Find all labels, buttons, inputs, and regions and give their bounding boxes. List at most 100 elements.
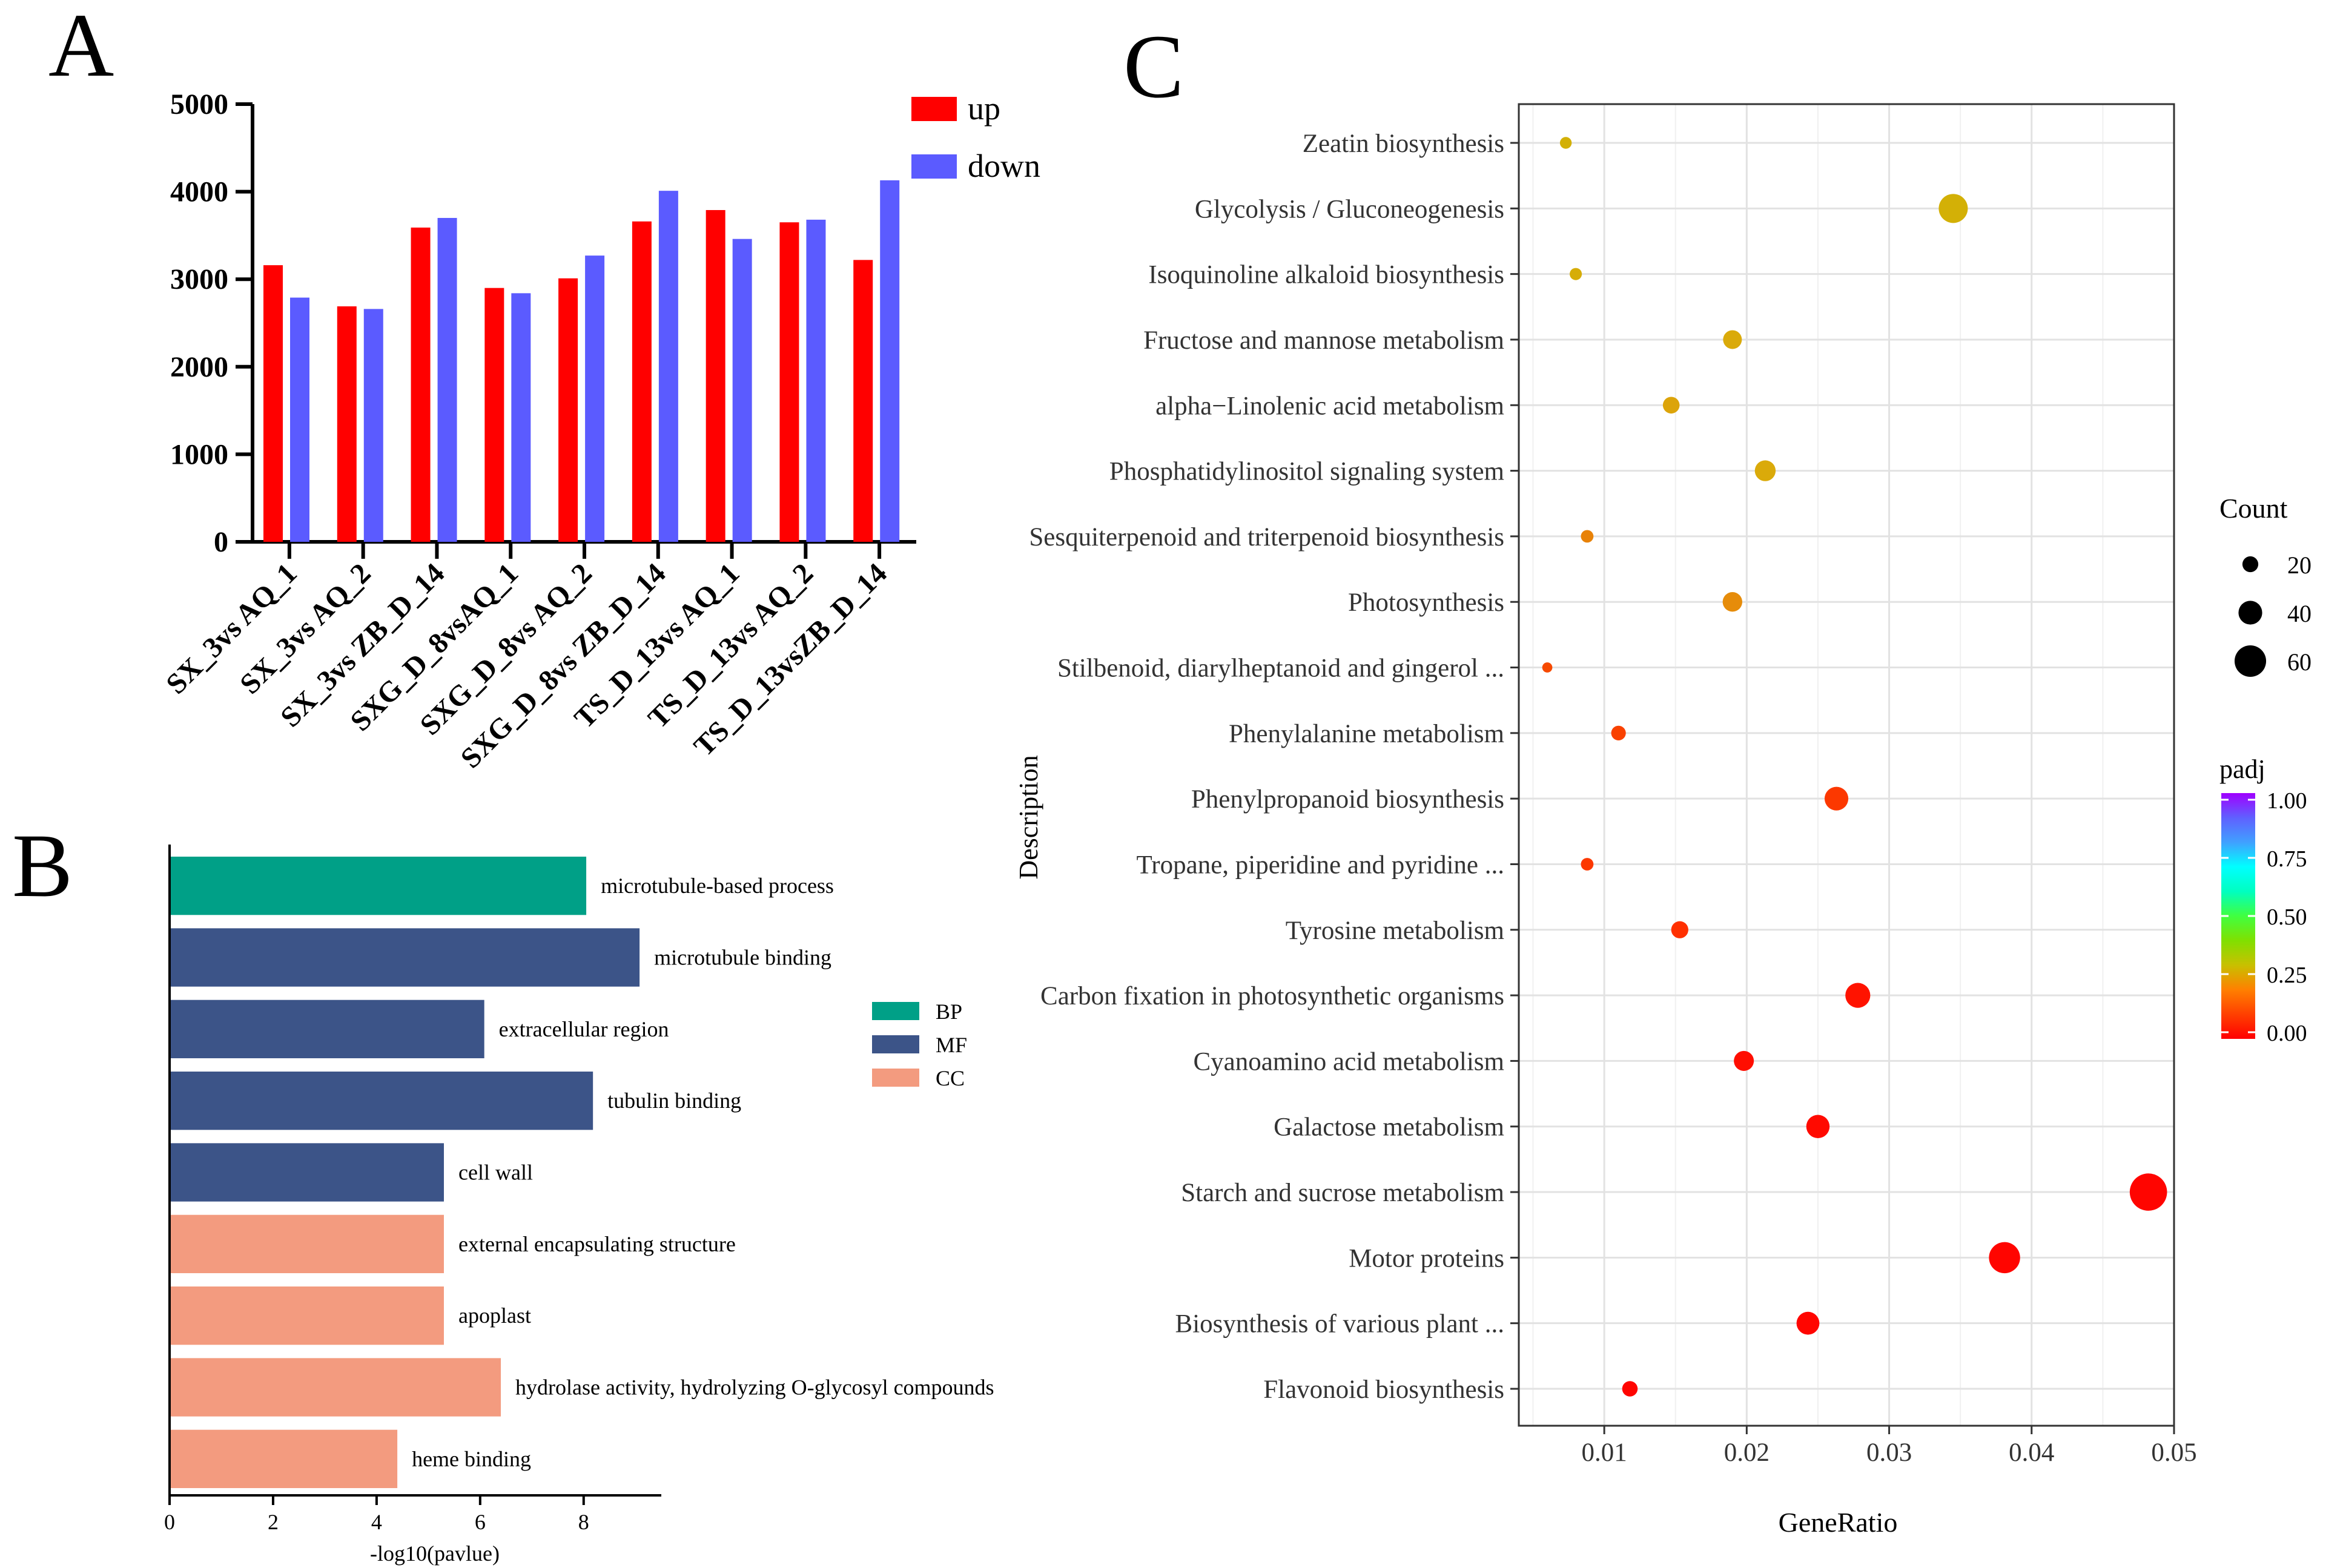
y-tick-label: Photosynthesis <box>1348 588 1504 617</box>
count-legend-label: 20 <box>2287 552 2312 579</box>
y-tick-label: Phenylalanine metabolism <box>1229 720 1504 748</box>
legend-swatch-down <box>911 154 957 179</box>
point <box>1722 592 1743 612</box>
plot-border <box>1518 103 2175 1427</box>
y-tick-label: Flavonoid biosynthesis <box>1263 1375 1504 1404</box>
panel-a-legend: up down <box>911 90 1040 184</box>
point <box>1611 725 1626 740</box>
x-tick-label: 0.04 <box>2009 1438 2054 1467</box>
panel-a: A 0 1000 2000 3000 4000 5000 SX_3vs AQ_1SX_3v… <box>48 0 1040 774</box>
y-tick-label: 3000 <box>170 263 228 295</box>
bar-up <box>484 288 504 542</box>
panel-c-points <box>1542 137 2167 1397</box>
term-bar <box>170 1143 444 1202</box>
y-tick-label: Motor proteins <box>1349 1244 1504 1273</box>
point <box>2129 1173 2167 1211</box>
point <box>1989 1242 2020 1274</box>
point <box>1581 858 1594 871</box>
x-tick-label: 2 <box>268 1510 279 1534</box>
bar-up <box>337 306 357 542</box>
term-label: hydrolase activity, hydrolyzing O-glycos… <box>515 1375 994 1400</box>
y-tick-label: 2000 <box>170 351 228 383</box>
bar-down <box>363 309 383 542</box>
panel-a-axes: 0 1000 2000 3000 4000 5000 <box>170 88 916 559</box>
point <box>1734 1050 1754 1071</box>
term-label: external encapsulating structure <box>458 1232 736 1256</box>
legend-label-bp: BP <box>936 1000 962 1024</box>
bar-up <box>632 221 652 542</box>
y-tick-label: 0 <box>214 526 228 558</box>
panel-c-count-legend: Count 20 40 60 <box>2219 493 2312 677</box>
term-label: cell wall <box>458 1161 533 1185</box>
y-tick-label: Starch and sucrose metabolism <box>1181 1179 1504 1207</box>
bar-down <box>585 255 605 542</box>
point <box>1662 397 1680 414</box>
term-label: microtubule-based process <box>601 874 834 898</box>
x-tick-label: 0.05 <box>2151 1438 2196 1467</box>
bar-up <box>411 227 431 542</box>
x-tick-label: 0.02 <box>1724 1438 1770 1467</box>
colorbar-tick-label: 1.00 <box>2267 788 2307 814</box>
plot-background <box>1519 104 2174 1426</box>
legend-label-down: down <box>968 148 1040 184</box>
y-tick-label: Tropane, piperidine and pyridine ... <box>1137 851 1504 879</box>
bar-up <box>558 278 578 542</box>
term-bar <box>170 857 587 915</box>
point <box>1622 1381 1638 1397</box>
count-legend-title: Count <box>2219 493 2288 524</box>
panel-c-padj-legend: padj 1.00 0.75 0.50 0.25 0.00 <box>2219 754 2307 1046</box>
panel-b-axes: 0 2 4 6 8 <box>164 845 661 1534</box>
panel-b-label: B <box>12 815 73 916</box>
colorbar-tick-label: 0.25 <box>2267 963 2307 988</box>
x-tick-label: SX_3vs AQ_2 <box>234 557 377 700</box>
point <box>1938 194 1968 223</box>
bar-down <box>732 239 752 542</box>
y-tick-label: Isoquinoline alkaloid biosynthesis <box>1148 261 1504 289</box>
bar-down <box>880 180 900 542</box>
y-tick-label: Zeatin biosynthesis <box>1303 130 1504 158</box>
count-legend-label: 60 <box>2287 648 2312 676</box>
bar-up <box>853 260 873 542</box>
count-legend-dot <box>2242 556 2259 573</box>
panel-b: B microtubule-based process microtubule b… <box>12 815 994 1566</box>
y-tick-label: 5000 <box>170 88 228 120</box>
term-label: heme binding <box>412 1447 531 1471</box>
y-tick-label: Glycolysis / Gluconeogenesis <box>1195 195 1504 223</box>
legend-label-cc: CC <box>936 1066 965 1090</box>
term-label: tubulin binding <box>607 1089 741 1113</box>
point <box>1570 268 1582 280</box>
term-bar <box>170 1214 444 1273</box>
term-bar <box>170 1072 593 1130</box>
point <box>1806 1115 1830 1138</box>
y-tick-label: Tyrosine metabolism <box>1286 917 1504 945</box>
y-tick-label: 4000 <box>170 176 228 208</box>
panel-a-bars <box>263 180 900 542</box>
y-tick-label: Carbon fixation in photosynthetic organi… <box>1040 982 1504 1010</box>
y-tick-label: Stilbenoid, diarylheptanoid and gingerol… <box>1057 654 1504 683</box>
bar-down <box>658 191 678 542</box>
point <box>1824 786 1849 811</box>
count-legend-dot <box>2234 645 2267 677</box>
term-bar <box>170 928 640 987</box>
panel-c-axes: Zeatin biosynthesis Glycolysis / Gluconeo… <box>1029 103 2197 1467</box>
panel-c: C Zeatin biosynthesis Glycolysis / Glucon… <box>1014 16 2312 1538</box>
panel-c-y-axis-title: Description <box>1014 755 1043 879</box>
legend-label-mf: MF <box>936 1033 967 1057</box>
point <box>1754 460 1776 481</box>
point <box>1671 921 1688 938</box>
legend-swatch-cc <box>872 1069 919 1087</box>
y-tick-label: Galactose metabolism <box>1274 1113 1504 1142</box>
bar-down <box>511 293 531 542</box>
term-label: apoplast <box>458 1303 531 1328</box>
point <box>1723 330 1742 349</box>
count-legend-label: 40 <box>2287 600 2312 627</box>
legend-swatch-bp <box>872 1002 919 1020</box>
point <box>1796 1311 1820 1335</box>
panel-c-x-axis-title: GeneRatio <box>1779 1507 1898 1538</box>
y-tick-label: alpha−Linolenic acid metabolism <box>1155 392 1504 420</box>
y-tick-label: Fructose and mannose metabolism <box>1143 326 1504 355</box>
x-tick-label: 6 <box>475 1510 486 1534</box>
bar-up <box>706 209 725 542</box>
bar-down <box>806 219 826 542</box>
y-tick-label: Phenylpropanoid biosynthesis <box>1191 785 1504 814</box>
